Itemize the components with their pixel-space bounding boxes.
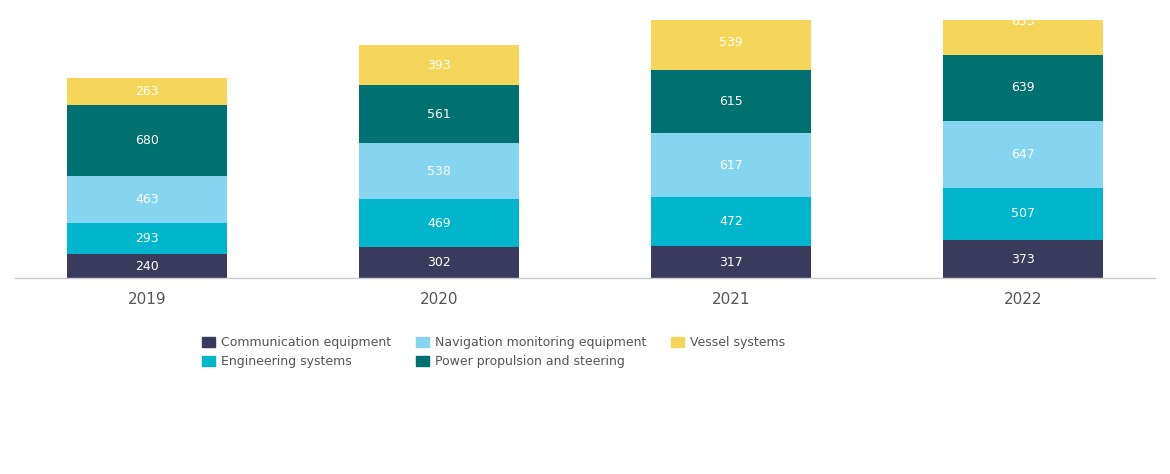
Bar: [359, 199, 519, 247]
Text: 373: 373: [1011, 253, 1034, 266]
Bar: [651, 14, 811, 70]
Text: 240: 240: [136, 260, 159, 273]
Text: 393: 393: [427, 59, 450, 72]
Bar: [943, 0, 1103, 55]
Bar: [651, 197, 811, 246]
Bar: [651, 133, 811, 197]
Bar: [359, 45, 519, 85]
Bar: [67, 254, 227, 278]
Bar: [651, 70, 811, 133]
Text: 639: 639: [1011, 82, 1034, 94]
Bar: [359, 247, 519, 278]
Text: 538: 538: [427, 164, 450, 178]
Text: 647: 647: [1011, 148, 1034, 161]
Bar: [943, 240, 1103, 278]
Text: 507: 507: [1011, 207, 1035, 220]
Bar: [67, 105, 227, 176]
Text: 617: 617: [720, 159, 743, 172]
Text: 293: 293: [136, 232, 159, 245]
Text: 463: 463: [136, 193, 159, 206]
Text: 680: 680: [136, 134, 159, 147]
Legend: Communication equipment, Engineering systems, Navigation monitoring equipment, P: Communication equipment, Engineering sys…: [198, 331, 790, 374]
Bar: [943, 188, 1103, 240]
Text: 561: 561: [427, 108, 450, 121]
Bar: [67, 176, 227, 223]
Text: 469: 469: [427, 217, 450, 229]
Bar: [67, 78, 227, 105]
Text: 317: 317: [720, 255, 743, 269]
Bar: [943, 55, 1103, 121]
Text: 302: 302: [427, 256, 450, 269]
Text: 472: 472: [720, 215, 743, 228]
Bar: [359, 143, 519, 199]
Bar: [67, 223, 227, 254]
Bar: [359, 85, 519, 143]
Text: 653: 653: [1011, 15, 1034, 27]
Text: 615: 615: [720, 95, 743, 108]
Text: 263: 263: [136, 85, 159, 99]
Bar: [651, 246, 811, 278]
Bar: [943, 121, 1103, 188]
Text: 539: 539: [720, 36, 743, 48]
